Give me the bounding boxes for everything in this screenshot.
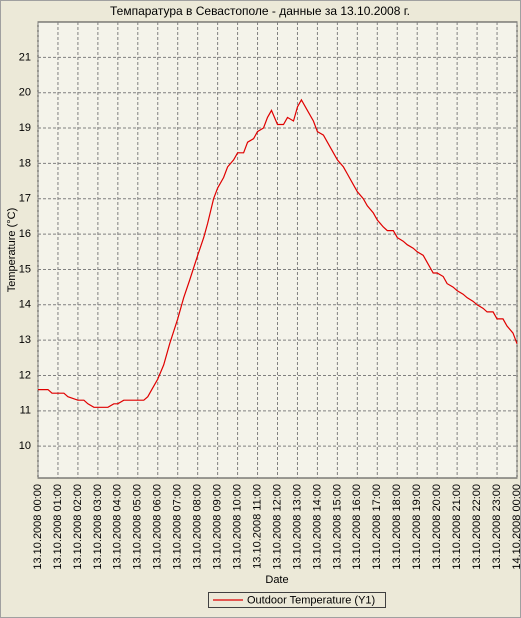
x-tick-label: 13.10.2008 11:00	[251, 484, 263, 569]
x-tick-label: 13.10.2008 07:00	[172, 484, 184, 570]
legend-label: Outdoor Temperature (Y1)	[247, 594, 375, 606]
y-tick-label: 10	[19, 440, 31, 452]
x-tick-label: 13.10.2008 23:00	[491, 484, 503, 570]
y-tick-label: 19	[19, 122, 31, 134]
x-tick-label: 13.10.2008 03:00	[92, 484, 104, 570]
x-tick-label: 13.10.2008 12:00	[271, 484, 283, 570]
x-tick-label: 13.10.2008 22:00	[471, 484, 483, 570]
y-tick-label: 21	[19, 51, 31, 63]
y-axis-label: Temperature (°C)	[6, 208, 18, 292]
y-tick-label: 16	[19, 228, 31, 240]
x-tick-label: 13.10.2008 15:00	[331, 484, 343, 570]
x-tick-label: 14.10.2008 00:00	[511, 484, 521, 570]
x-tick-label: 13.10.2008 20:00	[431, 484, 443, 570]
x-tick-label: 13.10.2008 10:00	[231, 484, 243, 570]
x-tick-label: 13.10.2008 18:00	[391, 484, 403, 570]
y-tick-label: 12	[19, 369, 31, 381]
x-tick-label: 13.10.2008 16:00	[351, 484, 363, 570]
y-tick-label: 20	[19, 87, 31, 99]
y-tick-label: 18	[19, 157, 31, 169]
x-tick-label: 13.10.2008 00:00	[32, 484, 44, 570]
x-axis-label: Date	[265, 574, 288, 586]
legend-box	[208, 592, 386, 608]
y-tick-label: 11	[20, 405, 31, 417]
x-tick-label: 13.10.2008 17:00	[371, 484, 383, 570]
x-tick-label: 13.10.2008 09:00	[212, 484, 224, 570]
line	[38, 98, 518, 408]
x-tick-label: 13.10.2008 14:00	[311, 484, 323, 570]
y-tick-label: 15	[19, 263, 31, 275]
x-tick-label: 13.10.2008 21:00	[451, 484, 463, 570]
x-tick-label: 13.10.2008 05:00	[132, 484, 144, 570]
x-tick-label: 13.10.2008 02:00	[72, 484, 84, 570]
y-tick-label: 17	[19, 193, 31, 205]
y-tick-label: 13	[19, 334, 31, 346]
x-tick-label: 13.10.2008 19:00	[411, 484, 423, 570]
x-tick-label: 13.10.2008 04:00	[112, 484, 124, 570]
y-tick-label: 14	[19, 299, 31, 311]
x-tick-label: 13.10.2008 01:00	[52, 484, 64, 570]
x-tick-label: 13.10.2008 08:00	[192, 484, 204, 570]
chart-title: Темпаратура в Севастополе - данные за 13…	[110, 4, 410, 18]
x-tick-label: 13.10.2008 13:00	[291, 484, 303, 570]
x-tick-label: 13.10.2008 06:00	[152, 484, 164, 570]
